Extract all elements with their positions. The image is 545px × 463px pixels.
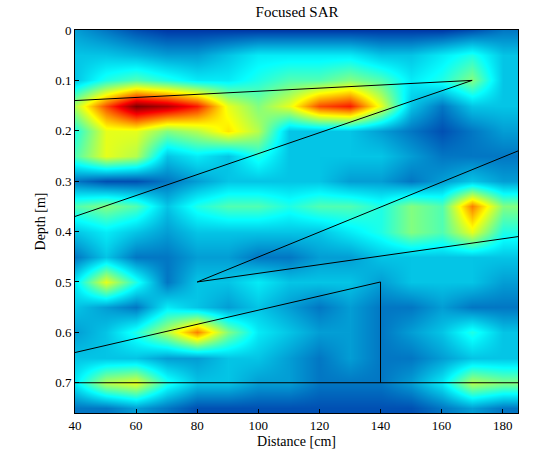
svg-text:Distance [cm]: Distance [cm] xyxy=(257,434,336,449)
svg-text:40: 40 xyxy=(69,418,82,433)
svg-text:0.4: 0.4 xyxy=(55,224,72,239)
svg-text:100: 100 xyxy=(249,418,269,433)
svg-text:Depth [m]: Depth [m] xyxy=(33,193,48,251)
svg-text:0.5: 0.5 xyxy=(55,275,71,290)
svg-text:120: 120 xyxy=(310,418,330,433)
svg-text:140: 140 xyxy=(371,418,391,433)
svg-text:0.6: 0.6 xyxy=(55,325,72,340)
svg-text:Focused SAR: Focused SAR xyxy=(256,4,339,20)
svg-text:180: 180 xyxy=(493,418,512,433)
svg-text:0: 0 xyxy=(65,23,72,38)
svg-text:0.1: 0.1 xyxy=(55,73,71,88)
svg-text:160: 160 xyxy=(432,418,452,433)
svg-text:80: 80 xyxy=(191,418,204,433)
svg-text:0.7: 0.7 xyxy=(55,375,72,390)
svg-text:0.3: 0.3 xyxy=(55,174,71,189)
svg-text:0.2: 0.2 xyxy=(55,123,71,138)
svg-text:60: 60 xyxy=(130,418,143,433)
